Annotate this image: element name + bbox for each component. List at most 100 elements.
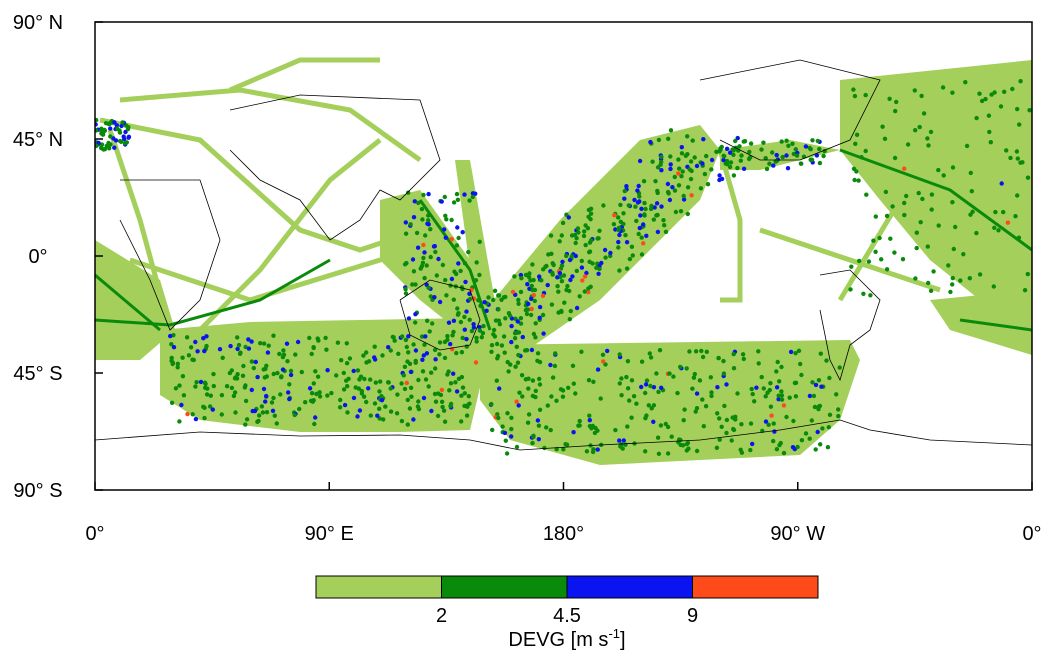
track-dot bbox=[717, 173, 722, 178]
track-dot bbox=[627, 398, 632, 403]
track-dot bbox=[623, 233, 628, 238]
track-dot bbox=[379, 398, 385, 403]
track-dot bbox=[491, 327, 497, 333]
track-dot bbox=[636, 183, 641, 189]
track-dot bbox=[359, 388, 364, 394]
track-dot bbox=[595, 447, 600, 452]
track-dot bbox=[559, 279, 565, 284]
track-dot bbox=[623, 442, 628, 447]
track-dot bbox=[537, 274, 542, 279]
track-dot bbox=[673, 209, 679, 215]
track-dot bbox=[460, 385, 466, 390]
track-dot bbox=[99, 146, 104, 151]
track-dot bbox=[456, 235, 461, 241]
track-dot bbox=[655, 190, 660, 196]
track-dot bbox=[669, 434, 674, 439]
track-dot bbox=[951, 246, 956, 252]
track-dot bbox=[432, 391, 438, 397]
track-dot bbox=[509, 434, 514, 439]
track-dot bbox=[120, 120, 125, 125]
track-dot bbox=[227, 370, 233, 376]
track-dot bbox=[987, 129, 992, 135]
track-dot bbox=[261, 386, 267, 392]
track-dot bbox=[593, 425, 598, 431]
track-dot bbox=[531, 277, 536, 283]
track-dot bbox=[824, 358, 829, 363]
track-dot bbox=[555, 284, 560, 289]
track-dot bbox=[999, 181, 1004, 186]
track-dot bbox=[474, 339, 479, 344]
track-dot bbox=[813, 447, 818, 452]
track-dot bbox=[584, 449, 590, 454]
track-dot bbox=[464, 413, 470, 418]
track-dot bbox=[171, 345, 177, 350]
track-dot bbox=[665, 181, 671, 187]
track-dot bbox=[977, 91, 982, 96]
track-dot bbox=[428, 227, 433, 232]
track-dot bbox=[244, 417, 250, 422]
track-dot bbox=[690, 138, 695, 143]
track-dot bbox=[467, 198, 472, 203]
track-dot bbox=[358, 374, 364, 379]
track-dot bbox=[656, 389, 661, 395]
track-dot bbox=[852, 93, 858, 99]
track-dot bbox=[353, 385, 358, 390]
track-dot bbox=[416, 200, 421, 206]
track-dot bbox=[447, 388, 452, 393]
track-dot bbox=[486, 295, 491, 300]
track-dot bbox=[735, 391, 740, 396]
track-dot bbox=[458, 319, 464, 325]
track-dot bbox=[685, 134, 690, 139]
track-dot bbox=[853, 141, 858, 146]
track-dot bbox=[442, 355, 448, 361]
track-dot bbox=[325, 368, 330, 373]
track-dot bbox=[616, 215, 621, 220]
track-dot bbox=[816, 406, 821, 412]
label-end: ] bbox=[620, 629, 626, 651]
track-dot bbox=[741, 356, 746, 362]
track-dot bbox=[967, 276, 972, 281]
track-dot bbox=[342, 402, 348, 408]
track-dot bbox=[484, 308, 489, 313]
track-dot bbox=[255, 419, 260, 424]
track-dot bbox=[679, 145, 684, 150]
track-dot bbox=[993, 209, 998, 215]
track-dot bbox=[311, 345, 316, 351]
x-tick-label: 0° bbox=[1022, 523, 1041, 545]
track-dot bbox=[503, 316, 508, 321]
track-dot bbox=[928, 288, 934, 293]
track-dot bbox=[388, 409, 394, 414]
track-dot bbox=[381, 417, 386, 422]
track-dot bbox=[637, 199, 642, 204]
track-dot bbox=[435, 413, 441, 419]
track-dot bbox=[774, 447, 780, 452]
track-dot bbox=[271, 371, 276, 377]
track-dot bbox=[637, 158, 643, 164]
track-dot bbox=[421, 192, 426, 198]
track-dot bbox=[688, 159, 694, 164]
track-dot bbox=[735, 135, 740, 141]
track-dot bbox=[423, 377, 429, 382]
track-dot bbox=[405, 359, 410, 364]
track-dot bbox=[185, 411, 190, 417]
track-dot bbox=[958, 278, 963, 283]
track-dot bbox=[516, 297, 521, 303]
track-dot bbox=[279, 374, 284, 379]
track-dot bbox=[403, 291, 409, 296]
track-dot bbox=[445, 333, 450, 339]
track-dot bbox=[1001, 209, 1006, 215]
track-dot bbox=[195, 349, 200, 354]
track-dot bbox=[422, 342, 427, 347]
track-dot bbox=[587, 418, 592, 423]
track-dot bbox=[115, 126, 120, 131]
track-dot bbox=[739, 450, 745, 455]
track-dot bbox=[427, 329, 432, 334]
track-dot bbox=[478, 303, 483, 308]
track-dot bbox=[529, 283, 534, 289]
track-dot bbox=[433, 249, 438, 255]
track-dot bbox=[489, 349, 494, 354]
track-dot bbox=[577, 418, 582, 424]
track-dot bbox=[619, 393, 624, 398]
track-dot bbox=[676, 171, 681, 176]
